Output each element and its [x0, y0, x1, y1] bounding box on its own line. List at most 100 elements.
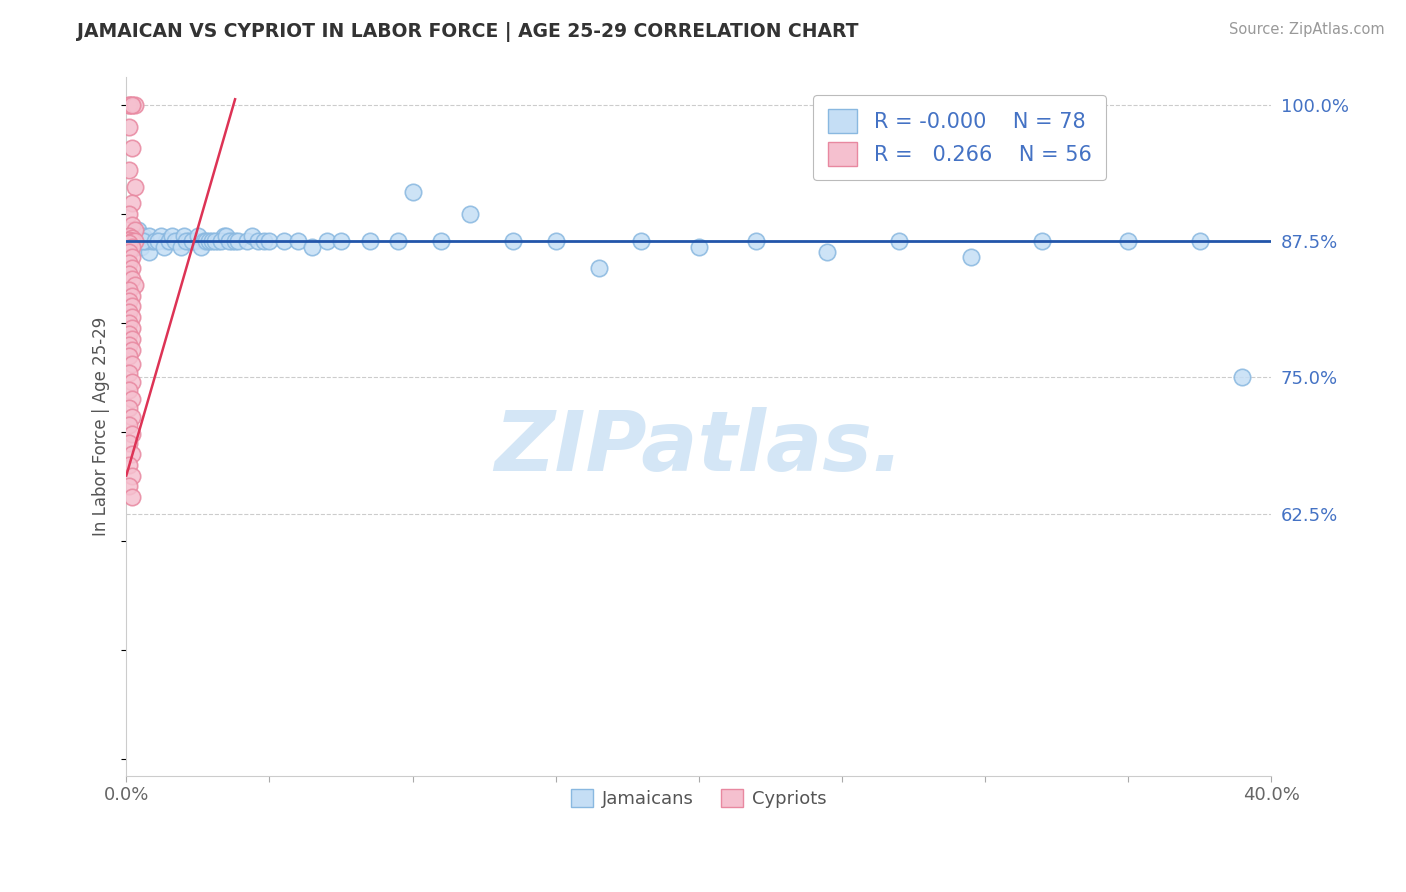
- Point: [118, 236, 141, 251]
- Point: [124, 239, 146, 253]
- Point: [212, 228, 235, 243]
- Point: [121, 97, 143, 112]
- Point: [1116, 234, 1139, 248]
- Point: [166, 234, 188, 248]
- Text: Source: ZipAtlas.com: Source: ZipAtlas.com: [1229, 22, 1385, 37]
- Point: [170, 239, 193, 253]
- Point: [118, 267, 141, 281]
- Point: [149, 228, 172, 243]
- Point: [195, 234, 218, 248]
- Point: [588, 261, 610, 276]
- Point: [118, 120, 141, 134]
- Point: [240, 228, 263, 243]
- Point: [121, 321, 143, 335]
- Point: [127, 223, 149, 237]
- Point: [124, 234, 146, 248]
- Y-axis label: In Labor Force | Age 25-29: In Labor Force | Age 25-29: [93, 317, 110, 536]
- Point: [1188, 234, 1211, 248]
- Point: [173, 228, 195, 243]
- Point: [121, 251, 143, 265]
- Point: [817, 244, 839, 259]
- Point: [129, 234, 152, 248]
- Point: [118, 458, 141, 472]
- Point: [118, 418, 141, 433]
- Point: [118, 349, 141, 363]
- Point: [124, 239, 146, 253]
- Point: [146, 234, 169, 248]
- Point: [121, 195, 143, 210]
- Point: [215, 228, 238, 243]
- Point: [121, 228, 143, 243]
- Point: [124, 179, 146, 194]
- Point: [253, 234, 276, 248]
- Point: [121, 300, 143, 314]
- Point: [1232, 370, 1254, 384]
- Point: [359, 234, 381, 248]
- Point: [124, 97, 146, 112]
- Point: [235, 234, 257, 248]
- Point: [121, 375, 143, 389]
- Point: [887, 234, 910, 248]
- Point: [121, 332, 143, 346]
- Point: [121, 97, 143, 112]
- Point: [132, 234, 155, 248]
- Point: [124, 277, 146, 292]
- Point: [181, 234, 204, 248]
- Text: ZIPatlas.: ZIPatlas.: [494, 407, 904, 488]
- Point: [143, 234, 166, 248]
- Point: [959, 251, 981, 265]
- Point: [121, 141, 143, 155]
- Point: [430, 234, 453, 248]
- Point: [121, 409, 143, 424]
- Point: [121, 234, 143, 248]
- Point: [121, 447, 143, 461]
- Point: [193, 234, 215, 248]
- Point: [259, 234, 281, 248]
- Point: [121, 310, 143, 325]
- Point: [1031, 234, 1053, 248]
- Point: [184, 234, 207, 248]
- Point: [273, 234, 295, 248]
- Point: [135, 234, 157, 248]
- Point: [135, 234, 157, 248]
- Point: [121, 218, 143, 232]
- Point: [121, 468, 143, 483]
- Point: [118, 233, 141, 247]
- Point: [118, 326, 141, 341]
- Point: [207, 234, 229, 248]
- Point: [121, 357, 143, 371]
- Point: [201, 234, 224, 248]
- Point: [224, 234, 246, 248]
- Point: [118, 256, 141, 270]
- Point: [157, 234, 180, 248]
- Point: [138, 228, 160, 243]
- Point: [155, 234, 177, 248]
- Point: [221, 234, 243, 248]
- Point: [187, 228, 209, 243]
- Point: [118, 163, 141, 178]
- Point: [745, 234, 768, 248]
- Point: [118, 366, 141, 380]
- Point: [132, 234, 155, 248]
- Point: [246, 234, 269, 248]
- Point: [118, 337, 141, 351]
- Point: [121, 427, 143, 442]
- Point: [121, 343, 143, 358]
- Point: [118, 384, 141, 398]
- Point: [179, 234, 201, 248]
- Point: [630, 234, 652, 248]
- Point: [226, 234, 249, 248]
- Point: [118, 293, 141, 308]
- Point: [301, 239, 323, 253]
- Point: [218, 234, 240, 248]
- Point: [118, 244, 141, 259]
- Point: [315, 234, 337, 248]
- Point: [121, 392, 143, 407]
- Point: [458, 207, 481, 221]
- Point: [129, 239, 152, 253]
- Legend: Jamaicans, Cypriots: Jamaicans, Cypriots: [564, 781, 834, 815]
- Point: [401, 185, 423, 199]
- Point: [118, 316, 141, 330]
- Point: [121, 491, 143, 505]
- Point: [118, 435, 141, 450]
